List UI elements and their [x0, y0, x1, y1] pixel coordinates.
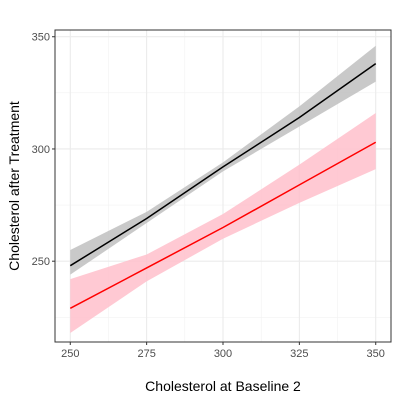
x-axis-title: Cholesterol at Baseline 2	[145, 378, 301, 394]
y-tick-label: 300	[32, 144, 50, 156]
fit-line-1	[69, 63, 377, 267]
axes: 250 275 300 325 350 250 300 350	[32, 32, 385, 360]
x-tick-label: 325	[290, 348, 308, 360]
fitted-lines	[69, 63, 377, 309]
y-tick-label: 250	[32, 256, 50, 268]
confidence-bands	[70, 45, 376, 334]
fit-line-2	[69, 141, 377, 309]
x-tick-label: 350	[367, 348, 385, 360]
y-axis-title: Cholesterol after Treatment	[6, 101, 22, 271]
x-tick-label: 275	[137, 348, 155, 360]
confidence-band-2	[70, 113, 376, 334]
confidence-band-1	[70, 45, 376, 275]
x-tick-label: 300	[214, 348, 232, 360]
x-tick-label: 250	[61, 348, 79, 360]
y-tick-label: 350	[32, 32, 50, 44]
